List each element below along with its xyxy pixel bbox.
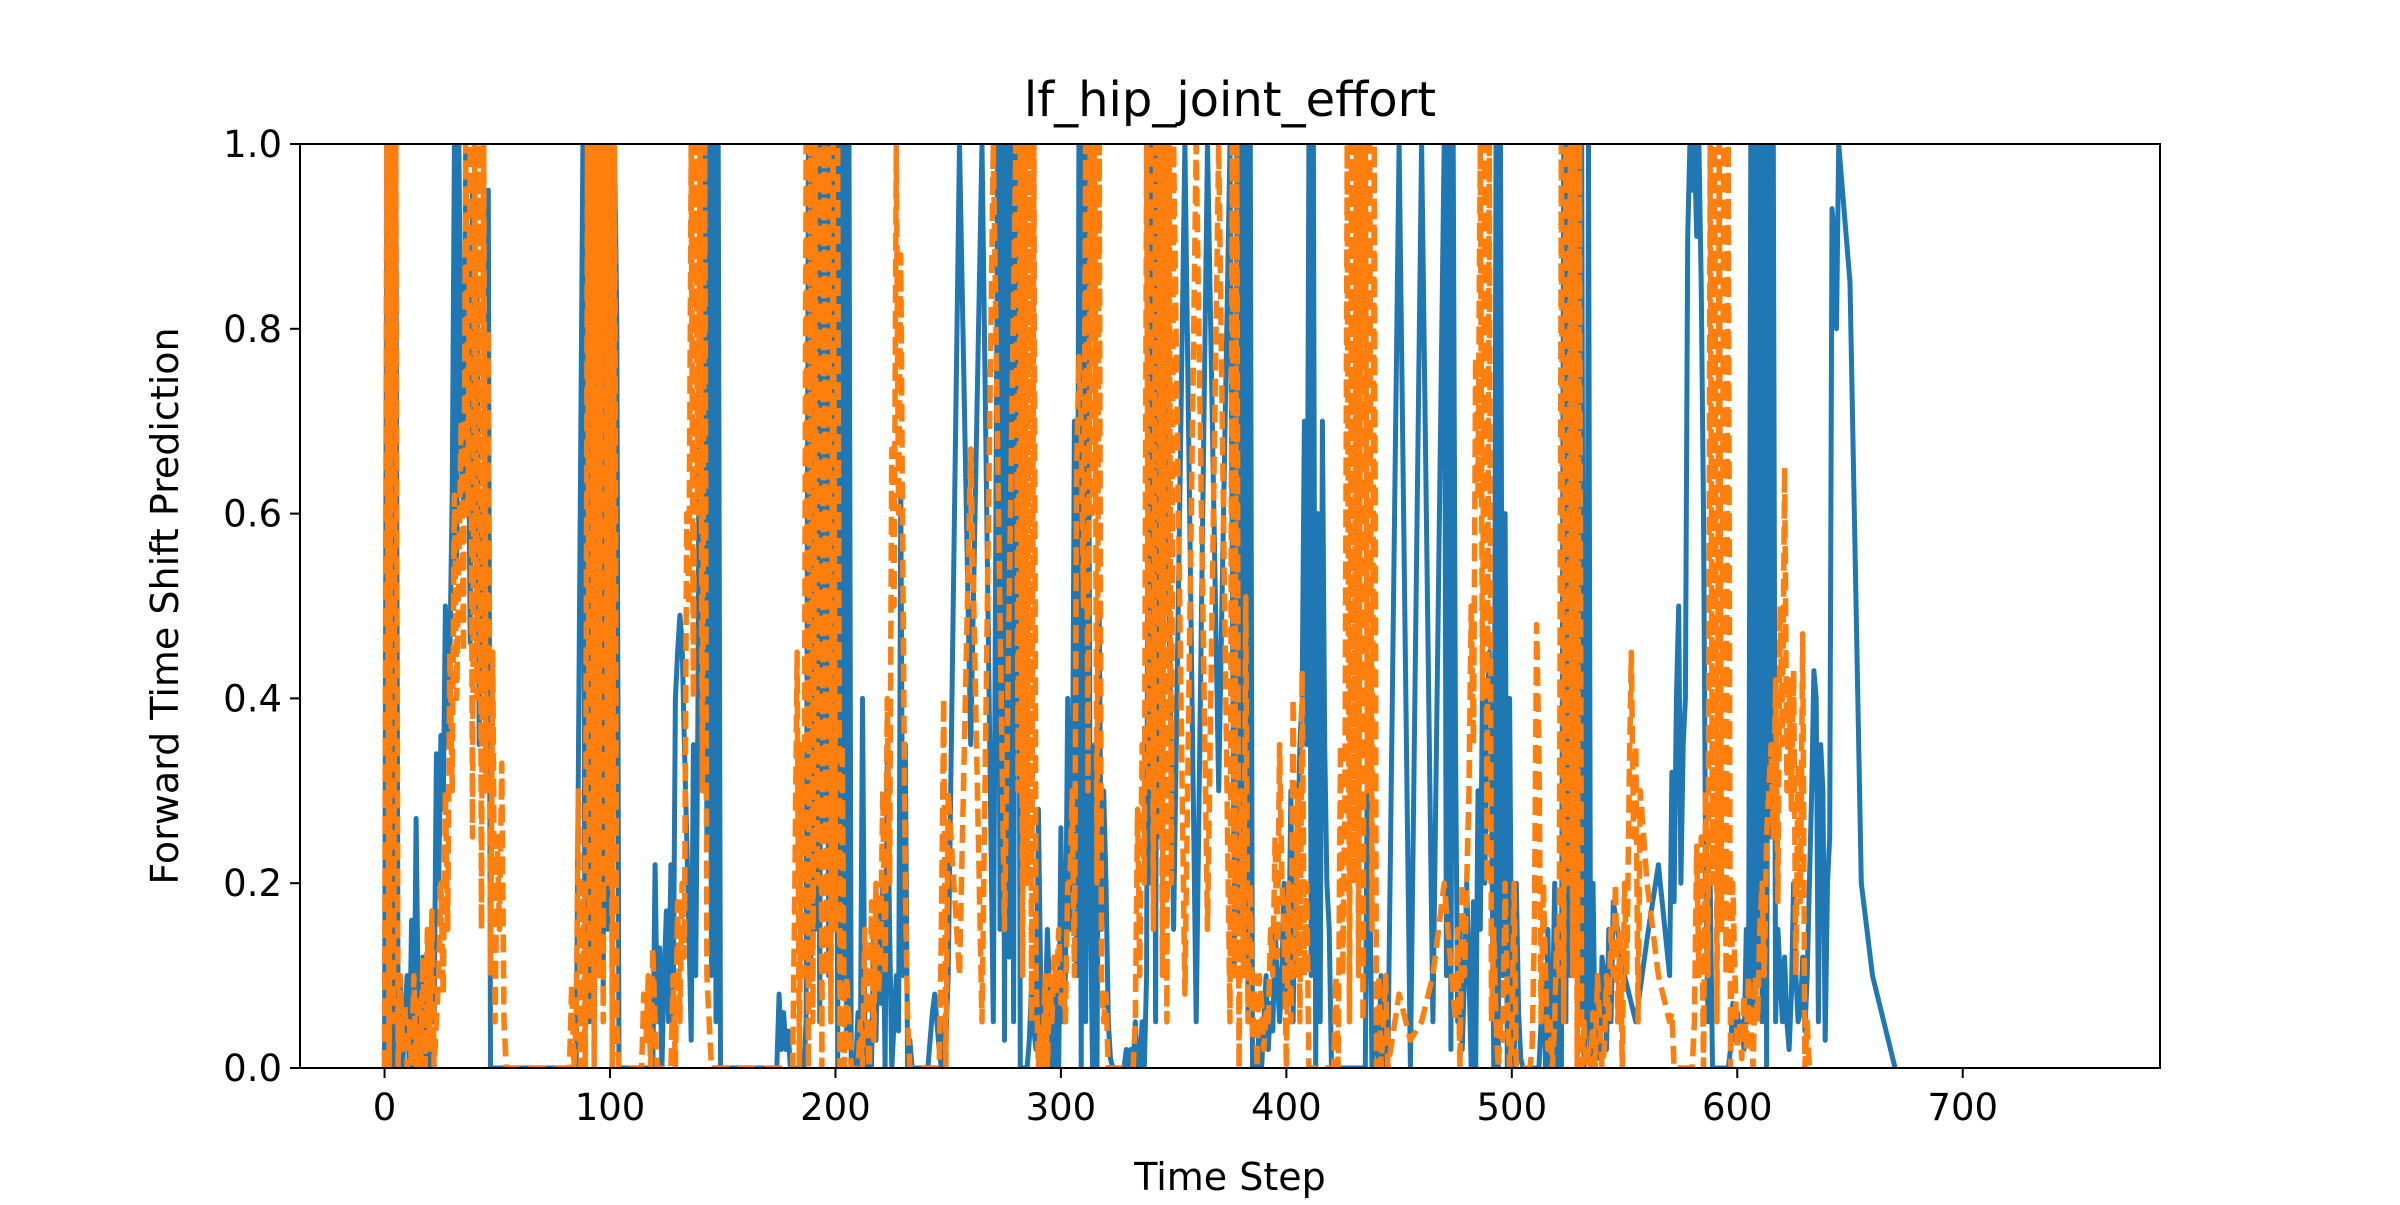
y-tick-label: 0.2: [223, 862, 282, 905]
x-tick-label: 400: [1251, 1086, 1322, 1129]
x-tick-label: 0: [373, 1086, 397, 1129]
x-tick-label: 300: [1026, 1086, 1097, 1129]
y-axis-label: Forward Time Shift Prediction: [143, 327, 187, 884]
x-tick-label: 500: [1477, 1086, 1548, 1129]
x-tick-label: 700: [1927, 1086, 1998, 1129]
chart-title: lf_hip_joint_effort: [1024, 72, 1436, 128]
x-tick-label: 100: [575, 1086, 646, 1129]
x-tick-label: 600: [1702, 1086, 1773, 1129]
y-tick-label: 0.8: [223, 308, 282, 351]
y-tick-label: 0.0: [223, 1047, 282, 1090]
x-tick-label: 200: [800, 1086, 871, 1129]
y-tick-label: 1.0: [223, 123, 282, 166]
x-axis-label: Time Step: [1133, 1155, 1326, 1199]
y-tick-label: 0.6: [223, 493, 282, 536]
y-tick-label: 0.4: [223, 677, 282, 720]
